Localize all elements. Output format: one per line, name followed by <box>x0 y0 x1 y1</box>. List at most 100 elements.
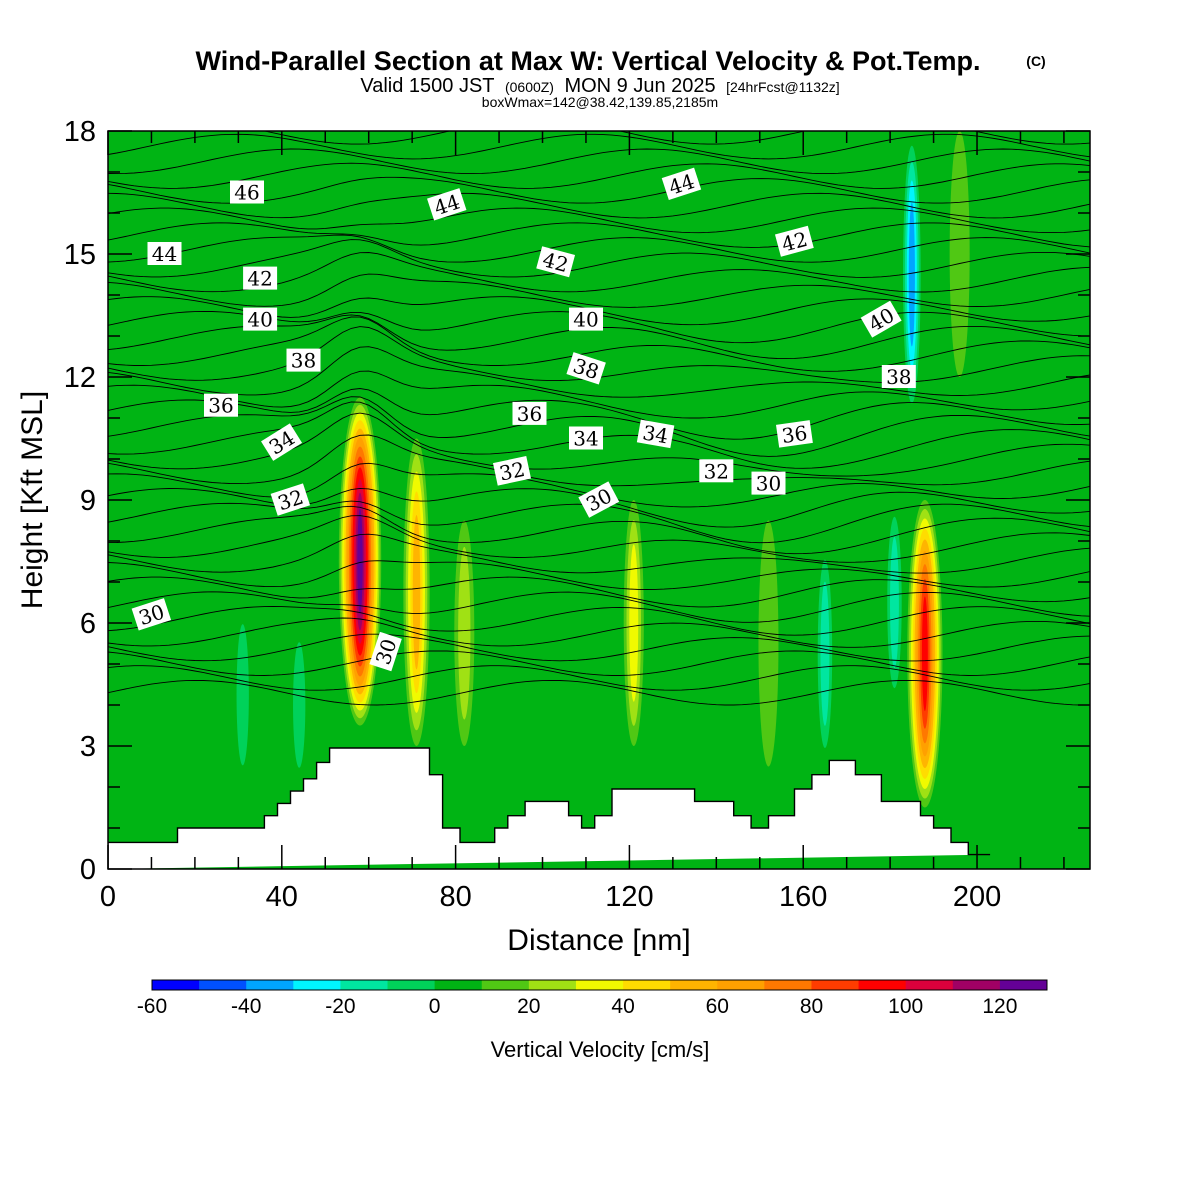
contour-label: 38 <box>286 348 321 373</box>
isentrope-line <box>108 388 1090 440</box>
colorbar-tick-label: 40 <box>611 995 634 1018</box>
updraft-band <box>412 515 421 670</box>
contour-label-box <box>578 481 620 518</box>
contour-label-box <box>751 471 786 495</box>
subtitle: Valid 1500 JST (0600Z) MON 9 Jun 2025 [2… <box>360 75 839 97</box>
colorbar-swatch <box>575 980 624 990</box>
vertical-velocity-field <box>108 131 1090 869</box>
contour-label-box <box>661 167 702 201</box>
subtitle-valid: Valid 1500 JST <box>360 75 494 97</box>
contour-label: 34 <box>636 419 675 449</box>
contour-label-text: 36 <box>517 402 542 426</box>
y-axis-title: Height [Kft MSL] <box>16 391 49 609</box>
downdraft-band <box>820 581 830 726</box>
colorbar-swatch <box>858 980 907 990</box>
colorbar-swatch <box>199 980 247 990</box>
contour-label-text: 32 <box>704 459 729 483</box>
isentrope-line <box>108 222 1090 248</box>
colorbar-swatch <box>952 980 1001 990</box>
isentrope-line <box>108 148 1090 175</box>
colorbar-frame <box>151 979 1048 991</box>
isentrope-line <box>108 617 1090 648</box>
contour-label: 32 <box>699 459 734 483</box>
contour-label-box <box>566 352 606 385</box>
colorbar-tick-label: 60 <box>706 995 729 1018</box>
isentrope-line <box>108 633 1090 662</box>
isentrope-line <box>108 162 1090 189</box>
isentrope-line <box>108 316 1090 372</box>
updraft-band <box>458 546 471 720</box>
colorbar-swatch <box>905 980 954 990</box>
downdraft-band <box>890 536 899 669</box>
terrain-profile <box>108 747 991 869</box>
contour-label: 36 <box>775 420 813 448</box>
contour-label: 46 <box>230 180 264 205</box>
contour-label-box <box>369 631 402 672</box>
subtitle-date: MON 9 Jun 2025 <box>564 75 715 97</box>
isentrope-line <box>108 560 1090 590</box>
updraft-band <box>758 520 779 767</box>
contour-label: 44 <box>427 188 467 221</box>
contour-label: 34 <box>569 426 603 451</box>
isentrope-line <box>108 606 1090 636</box>
colorbar-tick-label: 0 <box>429 995 441 1018</box>
contour-label: 30 <box>131 598 172 631</box>
y-tick-label: 12 <box>64 362 96 394</box>
colorbar-title: Vertical Velocity [cm/s] <box>491 1037 710 1062</box>
contour-label-box <box>131 598 172 631</box>
y-tick-label: 6 <box>80 608 96 640</box>
contour-label-box <box>286 348 321 372</box>
contour-label-box <box>230 180 264 204</box>
contour-label: 36 <box>512 401 547 426</box>
x-axis-title: Distance [nm] <box>507 924 690 957</box>
contour-label-box <box>512 401 547 425</box>
isentrope-line <box>108 192 1090 219</box>
isentrope-line <box>108 207 1090 234</box>
updraft-band <box>629 544 639 702</box>
colorbar-tick-label: 80 <box>800 995 823 1018</box>
y-tick-label: 3 <box>80 731 96 763</box>
contour-label-box <box>699 459 734 483</box>
colorbar-swatch <box>717 980 765 990</box>
isentrope-line <box>108 273 1090 308</box>
contour-label-box <box>147 242 182 265</box>
updraft-band <box>357 508 363 615</box>
contour-label: 36 <box>204 393 238 418</box>
isentrope-line <box>108 239 1090 278</box>
subtitle-box-wmax: boxWmax=142@38.42,139.85,2185m <box>482 94 718 110</box>
colorbar-swatch <box>670 980 718 990</box>
contour-label-text: 34 <box>641 420 670 448</box>
title-copyright-mark: (C) <box>1026 53 1045 69</box>
isentrope-line <box>108 234 1090 263</box>
downdraft-band <box>236 624 249 766</box>
colorbar-swatch <box>764 980 812 990</box>
contour-label-text: 46 <box>234 181 259 205</box>
contour-label-text: 32 <box>497 457 527 486</box>
downdraft-band <box>293 642 306 768</box>
contour-label-box <box>569 426 603 450</box>
contour-label-box <box>881 365 916 388</box>
colorbar: -60 -40 -20 0 20 40 60 80 100 120 <box>137 979 1048 1018</box>
contour-label-text: 34 <box>573 427 598 451</box>
colorbar-tick-label: -20 <box>325 995 355 1018</box>
y-tick-label: 18 <box>64 116 96 148</box>
colorbar-tick-label: -60 <box>137 995 167 1018</box>
terrain <box>108 747 991 869</box>
isentrope-line <box>108 176 1090 204</box>
isentrope-line <box>108 133 1090 160</box>
contour-label-text: 38 <box>291 349 316 373</box>
contour-label-box <box>204 393 238 417</box>
contour-label-box <box>270 483 311 516</box>
contour-label: 40 <box>243 307 278 332</box>
x-tick-label: 80 <box>439 881 471 913</box>
downdraft-band <box>908 202 915 347</box>
contour-label: 42 <box>243 266 278 291</box>
isentrope-line <box>108 533 1090 574</box>
contour-label-box <box>243 307 278 331</box>
x-tick-label: 200 <box>953 881 1001 913</box>
isentrope-line <box>108 505 1090 555</box>
contour-label-box <box>636 419 675 449</box>
x-tick-label: 120 <box>605 881 653 913</box>
contour-label-box <box>569 307 603 331</box>
